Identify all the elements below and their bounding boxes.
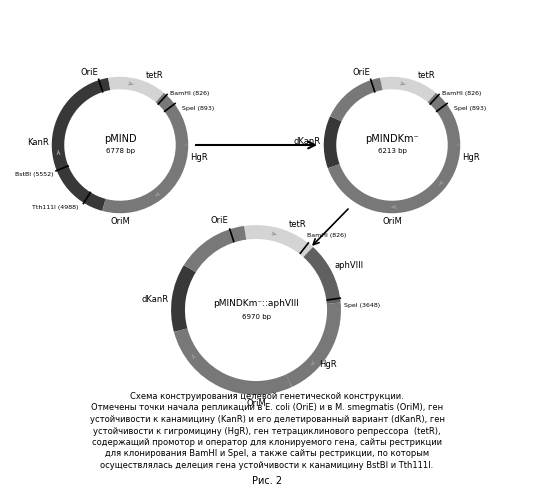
- Text: pMINDKm⁻::aphVIII: pMINDKm⁻::aphVIII: [213, 298, 299, 308]
- Text: содержащий промотор и оператор для клонируемого гена, сайты рестрикции: содержащий промотор и оператор для клони…: [92, 438, 442, 447]
- Text: aphVIII: aphVIII: [334, 261, 364, 270]
- Text: dKanR: dKanR: [294, 137, 321, 146]
- Text: OriM: OriM: [110, 217, 130, 226]
- Text: 6213 bp: 6213 bp: [378, 148, 406, 154]
- Text: Схема конструирования целевой генетической конструкции.: Схема конструирования целевой генетическ…: [130, 392, 404, 401]
- Text: OriE: OriE: [80, 68, 98, 76]
- Text: pMINDKm⁻: pMINDKm⁻: [365, 134, 419, 144]
- Text: HgR: HgR: [462, 153, 480, 162]
- Text: OriM: OriM: [246, 399, 266, 408]
- Text: tetR: tetR: [418, 71, 436, 80]
- Text: pMIND: pMIND: [104, 134, 136, 144]
- Text: SpeI (893): SpeI (893): [182, 106, 214, 112]
- Text: KanR: KanR: [27, 138, 49, 147]
- Text: OriE: OriE: [211, 216, 229, 226]
- Text: OriE: OriE: [352, 68, 370, 76]
- Text: dKanR: dKanR: [142, 295, 169, 304]
- Text: Отмечены точки начала репликации в E. coli (OriE) и в M. smegmatis (OriM), ген: Отмечены точки начала репликации в E. co…: [91, 404, 443, 412]
- Text: OriM: OriM: [382, 217, 402, 226]
- Text: осуществлялась делеция гена устойчивости к канамицину BstBI и Tth111I.: осуществлялась делеция гена устойчивости…: [100, 461, 434, 470]
- Text: tetR: tetR: [146, 71, 164, 80]
- Text: устойчивости к канамицину (KanR) и его делетированный вариант (dKanR), ген: устойчивости к канамицину (KanR) и его д…: [90, 415, 444, 424]
- Text: SpeI (3648): SpeI (3648): [344, 304, 380, 308]
- Text: Рис. 2: Рис. 2: [252, 476, 282, 486]
- Text: tetR: tetR: [288, 220, 306, 230]
- Text: HgR: HgR: [190, 153, 208, 162]
- Text: Tth111I (4988): Tth111I (4988): [32, 205, 78, 210]
- Text: SpeI (893): SpeI (893): [453, 106, 486, 112]
- Text: HgR: HgR: [319, 360, 337, 370]
- Text: BamHI (826): BamHI (826): [443, 90, 482, 96]
- Text: 6970 bp: 6970 bp: [241, 314, 271, 320]
- Text: BamHI (826): BamHI (826): [170, 90, 210, 96]
- Text: BstBI (5552): BstBI (5552): [15, 172, 53, 177]
- Text: 6778 bp: 6778 bp: [106, 148, 135, 154]
- Text: для клонирования BamHI и SpeI, а также сайты рестрикции, по которым: для клонирования BamHI и SpeI, а также с…: [105, 450, 429, 458]
- Text: устойчивости к гигромицину (HgR), ген тетрациклинового репрессора  (tetR),: устойчивости к гигромицину (HgR), ген те…: [93, 426, 441, 436]
- Text: BamHI (826): BamHI (826): [308, 233, 347, 238]
